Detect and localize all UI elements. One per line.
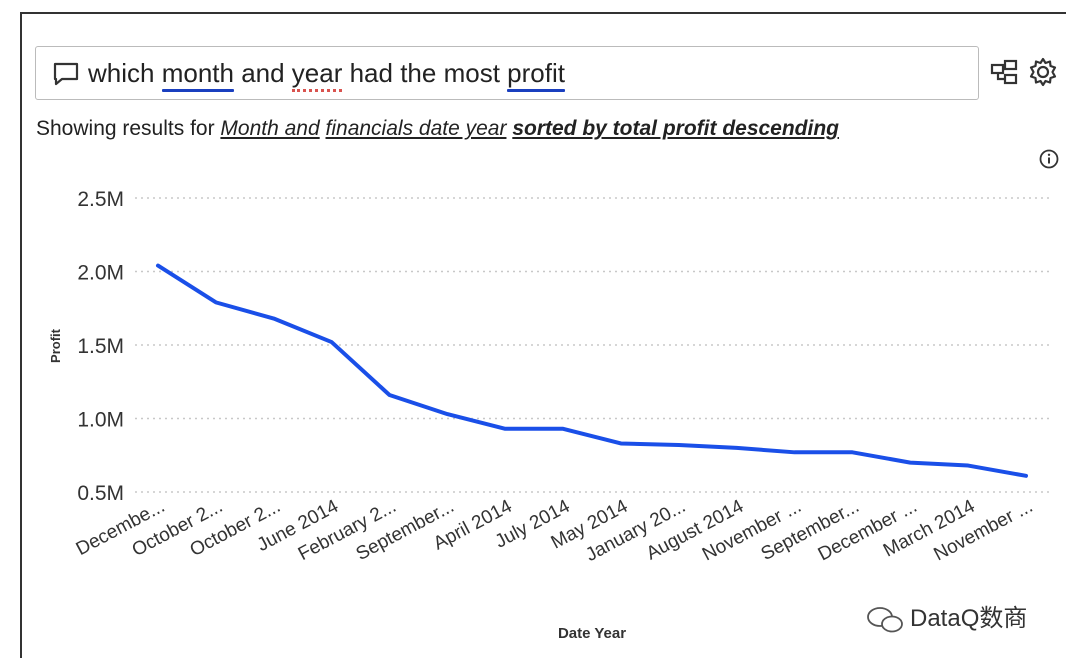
qa-query-text[interactable]: which month and year had the most profit [88,57,565,92]
y-tick-label: 2.5M [77,188,124,211]
data-point[interactable] [963,461,973,471]
gridlines [135,197,1050,493]
data-point[interactable] [616,438,626,448]
data-point[interactable] [674,440,684,450]
data-point[interactable] [847,447,857,457]
share-visual-icon[interactable] [989,56,1021,88]
y-tick-label: 1.5M [77,335,124,358]
query-part: and [233,58,292,88]
y-axis-ticks: 0.5M 1.0M 1.5M 2.0M 2.5M [77,188,124,505]
y-tick-label: 1.0M [77,409,124,432]
data-point[interactable] [327,337,337,347]
x-axis-ticks: Decembe...October 2...October 2...June 2… [73,496,1037,566]
data-point[interactable] [269,314,279,324]
gear-icon[interactable] [1027,56,1059,88]
series-group [153,261,1031,481]
query-part: year [291,58,343,92]
data-point[interactable] [1021,471,1031,481]
watermark-text: DataQ数商 [910,605,1028,632]
results-prefix: Showing results for [36,117,221,140]
results-link-date-year[interactable]: financials date year [325,117,507,140]
data-point[interactable] [211,297,221,307]
results-sort[interactable]: sorted by total profit descending [512,117,840,140]
profit-series-line[interactable] [156,263,1028,478]
results-summary: Showing results for Month and financials… [36,114,839,144]
speech-bubble-icon [53,62,79,86]
wechat-icon [867,607,903,633]
query-part: month [161,58,234,92]
x-axis-label: Date Year [558,625,626,642]
data-point[interactable] [905,458,915,468]
qa-input[interactable]: which month and year had the most profit [35,46,979,100]
y-axis-label: Profit [48,328,63,363]
query-part: had the most [342,58,508,88]
y-tick-label: 0.5M [77,482,124,505]
data-point[interactable] [558,424,568,434]
data-point[interactable] [442,409,452,419]
query-part: which [88,58,162,88]
data-point[interactable] [790,447,800,457]
info-icon[interactable] [1038,148,1060,170]
data-point[interactable] [732,443,742,453]
query-part: profit [507,58,565,92]
visual-frame [20,12,1066,658]
data-point[interactable] [384,390,394,400]
results-link-month[interactable]: Month and [220,117,320,140]
data-point[interactable] [153,261,163,271]
y-tick-label: 2.0M [77,262,124,285]
data-point[interactable] [500,424,510,434]
